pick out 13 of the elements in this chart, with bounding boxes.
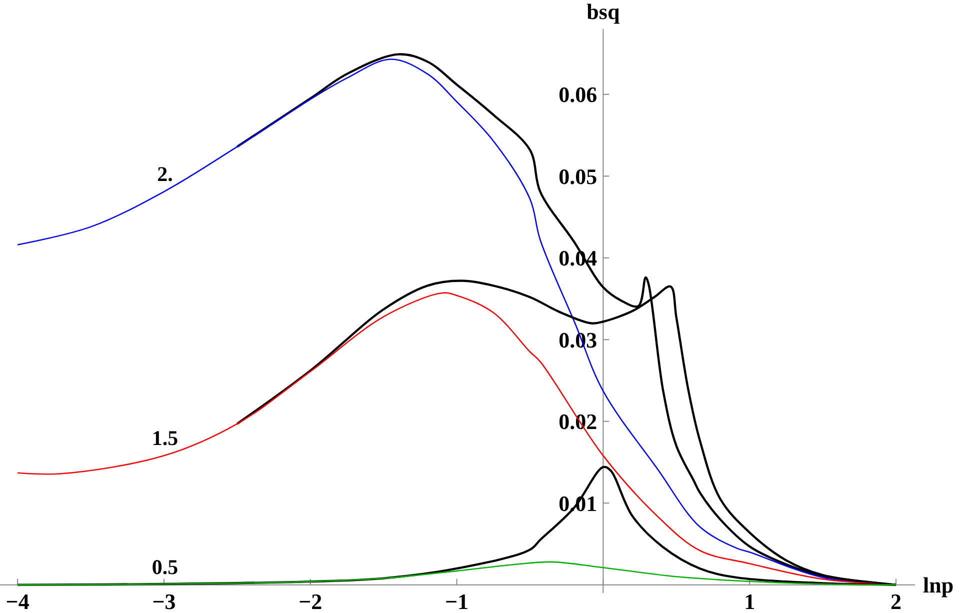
x-tick-label: −1 [444, 588, 469, 613]
y-tick-label: 0.06 [558, 82, 598, 108]
x-tick-label: 2 [890, 588, 902, 613]
x-tick-label: 1 [744, 588, 756, 613]
y-tick-label: 0.05 [558, 164, 598, 189]
x-tick-label: −2 [298, 588, 322, 613]
annotation: 0.5 [152, 554, 178, 579]
x-tick-label: −4 [6, 588, 30, 613]
annotation: 2. [157, 162, 173, 186]
x-tick-label: −3 [152, 588, 176, 613]
x-axis-title: lnp [923, 572, 954, 598]
y-axis-title: bsq [586, 0, 620, 24]
annotation: 1.5 [152, 426, 178, 450]
